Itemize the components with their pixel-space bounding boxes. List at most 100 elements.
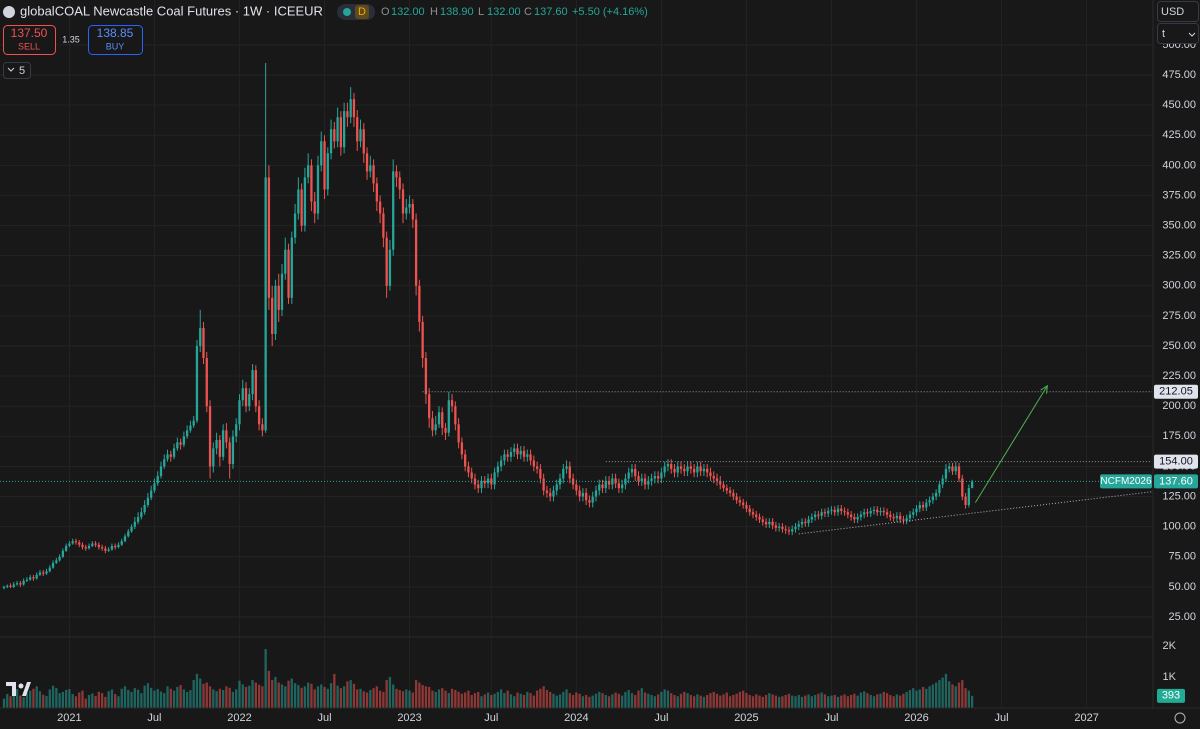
candle-body xyxy=(653,476,657,479)
candle-body xyxy=(895,515,899,519)
candle-body xyxy=(938,484,941,493)
candle-body xyxy=(634,468,637,477)
volume-bar xyxy=(483,694,486,708)
volume-bar xyxy=(19,695,22,708)
volume-bar xyxy=(303,686,307,708)
volume-bar xyxy=(35,686,38,708)
volume-bar xyxy=(454,690,457,708)
volume-bar xyxy=(372,688,375,708)
candle-body xyxy=(568,466,571,479)
symbol-title[interactable]: globalCOAL Newcastle Coal Futures · 1W ·… xyxy=(20,3,323,18)
candle-body xyxy=(470,472,473,479)
candle-body xyxy=(195,346,199,421)
candle-body xyxy=(794,526,797,530)
buy-button[interactable] xyxy=(88,25,143,55)
volume-bar xyxy=(777,696,781,708)
y-tick-label: 75.00 xyxy=(1168,551,1196,563)
candle-body xyxy=(738,500,742,503)
volume-bar xyxy=(516,692,519,708)
candle-body xyxy=(879,511,882,513)
y-tick-label: 100.00 xyxy=(1162,521,1196,533)
candle-body xyxy=(892,517,895,519)
candle-body xyxy=(679,466,683,469)
volume-bar xyxy=(562,691,565,708)
volume-bar xyxy=(725,692,728,708)
volume-bar xyxy=(866,693,869,708)
candle-body xyxy=(751,512,755,515)
candle-body xyxy=(362,129,365,154)
candle-body xyxy=(519,450,522,455)
volume-bar xyxy=(431,690,434,708)
unit-select[interactable] xyxy=(1157,23,1199,44)
candle-body xyxy=(179,442,182,445)
chevron xyxy=(1188,32,1196,37)
x-tick-label: 2027 xyxy=(1074,712,1098,724)
volume-bar xyxy=(735,693,738,708)
candle-body xyxy=(509,451,513,457)
volume-bar xyxy=(640,688,643,708)
candle-body xyxy=(777,526,781,528)
volume-bar xyxy=(676,696,679,708)
volume-bar xyxy=(264,649,267,708)
candle-body xyxy=(493,472,496,485)
volume-bar xyxy=(925,688,928,708)
candle-body xyxy=(97,544,100,548)
indicators-toggle[interactable] xyxy=(3,62,31,79)
candle-body xyxy=(800,521,804,525)
volume-bar xyxy=(293,683,297,708)
volume-bar xyxy=(437,689,441,708)
settings-button[interactable] xyxy=(1174,712,1186,724)
candle-body xyxy=(915,508,918,513)
trend-line xyxy=(798,491,1153,535)
volume-bar xyxy=(218,688,222,708)
volume-bar xyxy=(771,694,774,708)
volume-bar xyxy=(503,693,506,708)
volume-bar xyxy=(650,694,653,708)
volume-bar xyxy=(48,689,51,708)
volume-bar xyxy=(653,696,657,708)
candle-body xyxy=(81,544,84,548)
volume-bar xyxy=(892,696,895,708)
candle-body xyxy=(457,424,460,443)
volume-bar xyxy=(460,693,464,708)
candle-body xyxy=(830,509,833,512)
volume-bar xyxy=(346,681,349,708)
volume-bar xyxy=(630,693,634,708)
candle-body xyxy=(594,490,598,497)
ohlc-letter: L xyxy=(478,6,484,18)
currency-select[interactable] xyxy=(1157,1,1199,22)
volume-bar xyxy=(846,696,849,708)
volume-bar xyxy=(689,694,692,708)
sell-button[interactable] xyxy=(3,25,56,55)
candle-body xyxy=(35,574,38,579)
candle-body xyxy=(339,117,343,148)
volume-bar xyxy=(696,694,699,708)
volume-bar xyxy=(470,694,473,708)
candle-body xyxy=(241,388,244,401)
candle-body xyxy=(359,129,362,142)
candle-body xyxy=(483,480,486,484)
candle-body xyxy=(732,492,735,497)
volume-bar xyxy=(2,698,6,708)
candle-body xyxy=(287,249,290,298)
volume-bar xyxy=(830,695,833,708)
candle-body xyxy=(414,219,418,286)
candle-body xyxy=(725,488,728,491)
volume-bar xyxy=(856,695,859,708)
volume-bar xyxy=(182,689,186,708)
volume-bar xyxy=(794,696,797,708)
candle-body xyxy=(32,577,35,579)
candle-body xyxy=(970,481,974,489)
symbol-logo[interactable] xyxy=(3,6,15,18)
volume-bar xyxy=(329,683,333,708)
volume-bar xyxy=(235,689,238,708)
volume-bar xyxy=(107,691,110,708)
volume-bar xyxy=(791,695,794,708)
volume-bar xyxy=(555,695,558,708)
volume-bar xyxy=(421,685,424,708)
volume-bar xyxy=(643,692,647,708)
candle-body xyxy=(22,580,25,585)
volume-bar xyxy=(12,691,15,708)
candle-body xyxy=(673,468,676,473)
candle-body xyxy=(267,177,271,298)
